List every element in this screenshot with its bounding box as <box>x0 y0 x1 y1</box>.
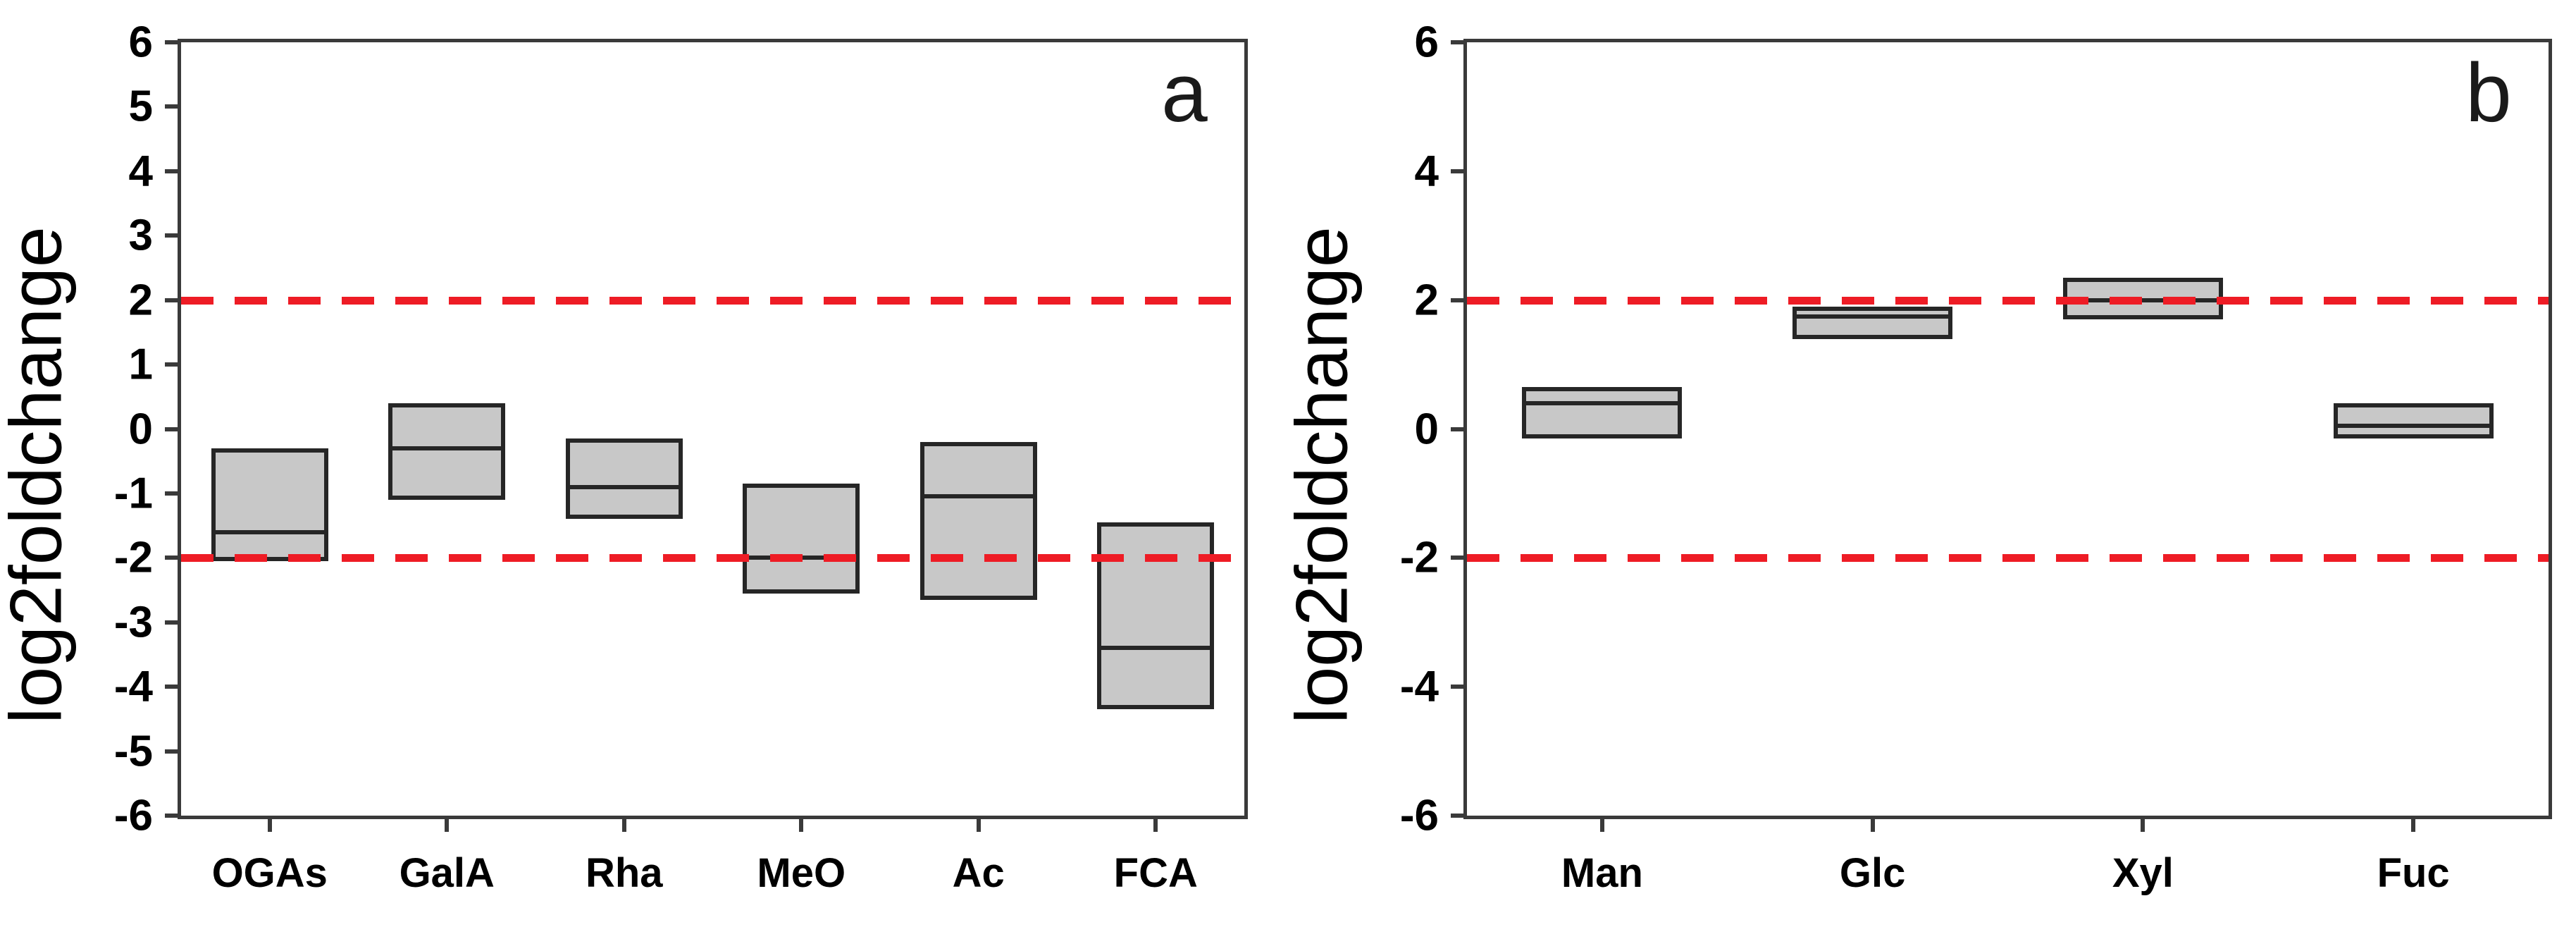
y-tick-mark <box>165 297 178 302</box>
x-tick-mark <box>1870 819 1875 832</box>
category-label-xyl: Xyl <box>2112 850 2174 896</box>
y-tick-mark <box>1451 297 1463 302</box>
y-tick-label: -5 <box>113 727 153 776</box>
y-tick-label: -4 <box>113 662 153 711</box>
y-tick-label: 0 <box>1414 405 1439 453</box>
reference-line-lower <box>181 554 1244 563</box>
median-line <box>2333 423 2494 428</box>
x-tick-mark <box>1153 819 1158 832</box>
box-ac <box>919 441 1037 600</box>
median-line <box>211 529 328 534</box>
y-tick-mark <box>165 749 178 754</box>
y-tick-label: -2 <box>113 533 153 582</box>
y-tick-label: 3 <box>128 211 153 260</box>
y-tick-mark <box>1451 168 1463 173</box>
box-fuc <box>2333 403 2494 439</box>
y-tick-label: 4 <box>1414 147 1439 196</box>
x-tick-mark <box>445 819 450 832</box>
median-line <box>1097 646 1215 651</box>
y-tick-mark <box>165 814 178 818</box>
box-glc <box>1792 306 1953 339</box>
y-tick-mark <box>165 168 178 173</box>
y-tick-label: 6 <box>128 18 153 67</box>
category-label-ogas: OGAs <box>211 850 328 896</box>
category-label-rha: Rha <box>585 850 663 896</box>
median-line <box>919 494 1037 499</box>
box-meo <box>743 484 860 594</box>
x-tick-mark <box>621 819 626 832</box>
y-tick-label: 2 <box>1414 276 1439 325</box>
panel-letter-a: a <box>1161 47 1208 140</box>
x-tick-mark <box>2141 819 2145 832</box>
y-tick-label: -1 <box>113 469 153 518</box>
y-tick-mark <box>165 491 178 496</box>
reference-line-lower <box>1467 554 2549 563</box>
median-line <box>565 484 683 489</box>
x-tick-mark <box>2411 819 2416 832</box>
box-gala <box>388 403 506 501</box>
median-line <box>1522 400 1683 405</box>
y-tick-mark <box>165 685 178 689</box>
y-tick-label: 4 <box>128 147 153 196</box>
x-tick-mark <box>267 819 272 832</box>
y-tick-label: 5 <box>128 82 153 131</box>
x-tick-mark <box>1599 819 1604 832</box>
y-tick-mark <box>165 40 178 44</box>
category-label-fuc: Fuc <box>2377 850 2450 896</box>
y-tick-mark <box>165 233 178 238</box>
category-label-glc: Glc <box>1839 850 1906 896</box>
y-tick-mark <box>165 620 178 625</box>
y-tick-mark <box>165 362 178 367</box>
median-line <box>388 446 506 450</box>
box-rha <box>565 438 683 520</box>
category-label-fca: FCA <box>1113 850 1198 896</box>
median-line <box>1792 314 1953 319</box>
y-tick-label: 1 <box>128 340 153 389</box>
category-label-gala: GalA <box>399 850 495 896</box>
y-tick-mark <box>1451 556 1463 560</box>
y-tick-label: -6 <box>1399 791 1439 840</box>
reference-line-upper <box>181 296 1244 305</box>
y-tick-label: -6 <box>113 791 153 840</box>
y-tick-mark <box>1451 426 1463 431</box>
y-tick-label: -3 <box>113 598 153 647</box>
category-label-meo: MeO <box>757 850 846 896</box>
category-label-ac: Ac <box>952 850 1005 896</box>
reference-line-upper <box>1467 296 2549 305</box>
y-tick-mark <box>1451 814 1463 818</box>
panel-letter-b: b <box>2465 47 2512 140</box>
x-tick-mark <box>976 819 981 832</box>
y-tick-label: -2 <box>1399 533 1439 582</box>
y-tick-label: -4 <box>1399 662 1439 711</box>
box-ogas <box>211 448 328 561</box>
y-tick-label: 0 <box>128 405 153 453</box>
y-tick-label: 6 <box>1414 18 1439 67</box>
box-fca <box>1097 522 1215 710</box>
y-tick-mark <box>165 556 178 560</box>
y-tick-mark <box>165 426 178 431</box>
box-man <box>1522 387 1683 439</box>
y-tick-mark <box>1451 40 1463 44</box>
category-label-man: Man <box>1561 850 1643 896</box>
x-tick-mark <box>799 819 804 832</box>
y-tick-label: 2 <box>128 276 153 325</box>
plot-area-a <box>178 39 1248 819</box>
y-tick-mark <box>1451 685 1463 689</box>
y-tick-mark <box>165 104 178 109</box>
